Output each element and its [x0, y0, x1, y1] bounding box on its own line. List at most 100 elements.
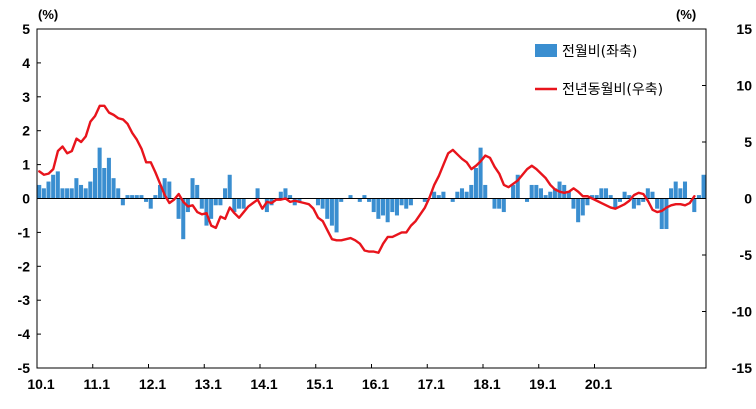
left-tick-label: 1 — [22, 157, 30, 173]
bar — [478, 147, 483, 199]
bar — [659, 198, 664, 230]
left-axis-ticks — [37, 28, 41, 369]
bar — [390, 198, 395, 213]
bar — [483, 184, 488, 199]
bar — [283, 188, 288, 199]
bar — [51, 174, 56, 199]
legend-bar-swatch — [535, 44, 557, 57]
right-tick-label: -5 — [740, 247, 753, 263]
bar — [432, 191, 437, 199]
bar — [367, 198, 372, 202]
bar — [557, 181, 562, 199]
yoy-line-series — [38, 104, 696, 254]
x-tick-label: 19.1 — [529, 376, 556, 392]
bar — [543, 195, 548, 199]
bar — [380, 198, 386, 216]
bar — [645, 188, 650, 199]
bar — [655, 198, 660, 209]
x-tick-label: 15.1 — [306, 376, 333, 392]
bar — [636, 198, 641, 206]
bar — [357, 198, 362, 202]
bar — [376, 198, 381, 219]
bar — [60, 188, 65, 199]
bar — [241, 198, 246, 209]
bar — [88, 181, 93, 199]
left-tick-label: 4 — [22, 55, 30, 71]
bar — [157, 184, 163, 199]
bar — [339, 198, 344, 202]
bar — [492, 198, 497, 209]
bar — [144, 198, 149, 202]
x-tick-label: 11.1 — [84, 376, 111, 392]
bar — [525, 198, 530, 202]
bar — [139, 195, 144, 199]
bar — [320, 198, 325, 209]
bar — [669, 188, 674, 199]
left-tick-label: -1 — [18, 224, 31, 240]
bar — [55, 171, 60, 199]
bar — [329, 198, 334, 226]
right-tick-label: 10 — [736, 78, 752, 94]
bar — [385, 198, 390, 223]
x-tick-label: 17.1 — [418, 376, 445, 392]
bar — [682, 181, 688, 199]
bar — [511, 184, 516, 199]
bar — [176, 198, 181, 219]
bar — [315, 198, 320, 206]
bar — [603, 188, 609, 199]
right-axis-unit: (%) — [676, 7, 696, 22]
legend-bar-label: 전월비(좌축) — [562, 44, 637, 60]
bar — [534, 184, 539, 199]
bar — [571, 198, 576, 209]
right-tick-label: 0 — [744, 191, 752, 207]
bar — [441, 191, 446, 199]
bar-series — [37, 147, 706, 240]
x-tick-label: 20.1 — [585, 376, 612, 392]
bar — [678, 188, 683, 199]
bar — [408, 198, 413, 206]
bar — [106, 157, 111, 199]
left-axis-tick-labels: 5 4 3 2 1 0 -1 -2 -3 -4 -5 — [18, 21, 31, 376]
right-axis-ticks — [702, 28, 706, 369]
bar — [65, 188, 70, 199]
bar — [348, 195, 353, 199]
bar — [497, 198, 502, 209]
bar — [696, 195, 701, 199]
x-tick-label: 14.1 — [250, 376, 277, 392]
right-tick-label: -15 — [732, 360, 752, 376]
bar — [120, 198, 125, 206]
bar — [529, 184, 534, 199]
bar — [69, 188, 74, 199]
bar — [153, 195, 158, 199]
bar — [148, 198, 153, 209]
bar — [297, 198, 302, 202]
bar — [576, 198, 581, 223]
bar — [134, 195, 139, 199]
x-tick-label: 12.1 — [139, 376, 166, 392]
bar — [613, 198, 618, 209]
bar — [371, 198, 376, 213]
right-axis-tick-labels: 15 10 5 0 -5 -10 -15 — [732, 21, 752, 376]
bar — [692, 198, 697, 213]
left-tick-label: -5 — [18, 360, 31, 376]
bar — [46, 181, 51, 199]
bar — [111, 178, 116, 199]
right-tick-label: 15 — [736, 21, 752, 37]
bar — [422, 198, 427, 202]
bar — [599, 188, 604, 199]
bar — [167, 181, 172, 199]
bar — [236, 198, 242, 209]
bar — [325, 198, 330, 219]
left-tick-label: 2 — [22, 123, 30, 139]
bar — [538, 188, 543, 199]
bar — [585, 198, 590, 206]
left-tick-label: 3 — [22, 89, 30, 105]
left-tick-label: 0 — [22, 191, 30, 207]
bar — [223, 188, 228, 199]
right-tick-label: -10 — [732, 304, 752, 320]
bar — [74, 178, 79, 199]
bar — [255, 188, 260, 199]
bar — [288, 195, 293, 199]
bar — [436, 195, 441, 199]
